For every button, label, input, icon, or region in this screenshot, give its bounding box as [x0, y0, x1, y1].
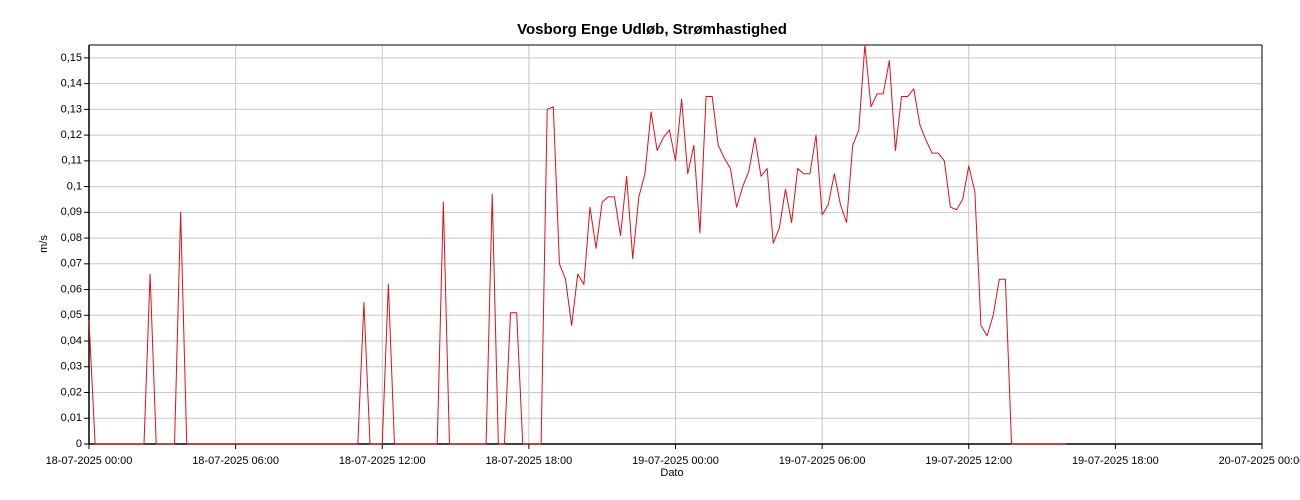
y-tick-label: 0,08 — [61, 232, 82, 244]
y-tick-label: 0,12 — [61, 129, 82, 141]
y-tick-label: 0,04 — [61, 335, 82, 347]
y-tick-label: 0,05 — [61, 309, 82, 321]
y-tick-label: 0,11 — [61, 155, 82, 167]
x-tick-label: 19-07-2025 12:00 — [925, 455, 1012, 467]
x-tick-label: 18-07-2025 18:00 — [485, 455, 572, 467]
x-tick-label: 19-07-2025 00:00 — [632, 455, 719, 467]
x-tick-label: 18-07-2025 06:00 — [192, 455, 279, 467]
y-tick-label: 0,13 — [61, 103, 82, 115]
data-line — [88, 44, 1067, 445]
y-axis-label: m/s — [38, 235, 50, 253]
y-tick-label: 0,03 — [61, 361, 82, 373]
y-tick-label: 0 — [76, 438, 82, 450]
x-tick-label: 19-07-2025 18:00 — [1072, 455, 1159, 467]
x-tick-label: 19-07-2025 06:00 — [779, 455, 866, 467]
y-tick-label: 0,1 — [67, 180, 82, 192]
x-tick-label: 18-07-2025 00:00 — [46, 455, 133, 467]
x-tick-label: 20-07-2025 00:00 — [1219, 455, 1300, 467]
y-tick-label: 0,06 — [61, 283, 82, 295]
y-tick-label: 0,01 — [61, 412, 82, 424]
y-tick-label: 0,15 — [61, 52, 82, 64]
y-tick-label: 0,07 — [61, 258, 82, 270]
x-axis-label: Dato — [660, 467, 683, 479]
y-tick-label: 0,14 — [61, 78, 82, 90]
y-tick-label: 0,09 — [61, 206, 82, 218]
y-tick-label: 0,02 — [61, 386, 82, 398]
x-tick-label: 18-07-2025 12:00 — [339, 455, 426, 467]
chart-title: Vosborg Enge Udløb, Strømhastighed — [517, 21, 787, 38]
